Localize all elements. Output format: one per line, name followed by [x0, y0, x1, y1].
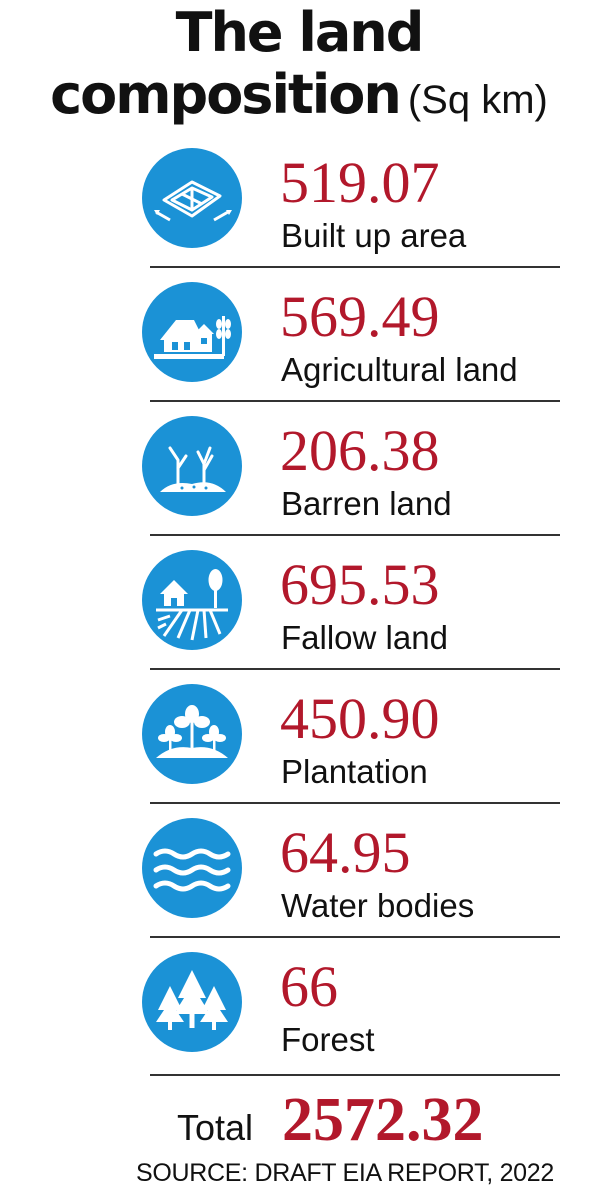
value-plantation: 450.90: [280, 686, 440, 751]
plantation-icon: [142, 684, 242, 784]
divider: [150, 266, 560, 268]
label-fallow-land: Fallow land: [281, 619, 448, 656]
source-note: SOURCE: DRAFT EIA REPORT, 2022: [136, 1159, 554, 1187]
list-item-water-bodies: 64.95 Water bodies: [0, 812, 598, 946]
total-label: Total: [177, 1107, 254, 1148]
value-agricultural-land: 569.49: [280, 284, 440, 349]
label-plantation: Plantation: [281, 753, 428, 790]
list-item-agricultural-land: 569.49 Agricultural land: [0, 276, 598, 410]
value-barren-land: 206.38: [280, 418, 440, 483]
label-agricultural-land: Agricultural land: [281, 351, 518, 388]
built-up-area-icon: [142, 148, 242, 248]
title-main-text: composition: [50, 63, 402, 126]
title-line-2: composition (Sq km): [0, 64, 598, 140]
agricultural-land-icon: [142, 282, 242, 382]
title-unit: (Sq km): [407, 78, 548, 122]
list-item-barren-land: 206.38 Barren land: [0, 410, 598, 544]
list-item-forest: 66 Forest: [0, 946, 598, 1080]
label-forest: Forest: [281, 1021, 375, 1058]
total-value: 2572.32: [282, 1086, 484, 1154]
water-bodies-icon: [142, 818, 242, 918]
barren-land-icon: [142, 416, 242, 516]
total-row: Total 2572.32: [0, 1088, 598, 1152]
divider: [150, 668, 560, 670]
title-line-1: The land: [175, 1, 425, 64]
value-water-bodies: 64.95: [280, 820, 411, 885]
divider: [150, 1074, 560, 1076]
list-item-built-up-area: 519.07 Built up area: [0, 142, 598, 276]
divider: [150, 534, 560, 536]
divider: [150, 802, 560, 804]
divider: [150, 936, 560, 938]
value-built-up-area: 519.07: [280, 150, 440, 215]
label-water-bodies: Water bodies: [281, 887, 475, 924]
label-built-up-area: Built up area: [281, 217, 467, 254]
forest-icon: [142, 952, 242, 1052]
value-forest: 66: [280, 954, 338, 1019]
fallow-land-icon: [142, 550, 242, 650]
list-item-fallow-land: 695.53 Fallow land: [0, 544, 598, 678]
label-barren-land: Barren land: [281, 485, 452, 522]
divider: [150, 400, 560, 402]
value-fallow-land: 695.53: [280, 552, 440, 617]
list-item-plantation: 450.90 Plantation: [0, 678, 598, 812]
